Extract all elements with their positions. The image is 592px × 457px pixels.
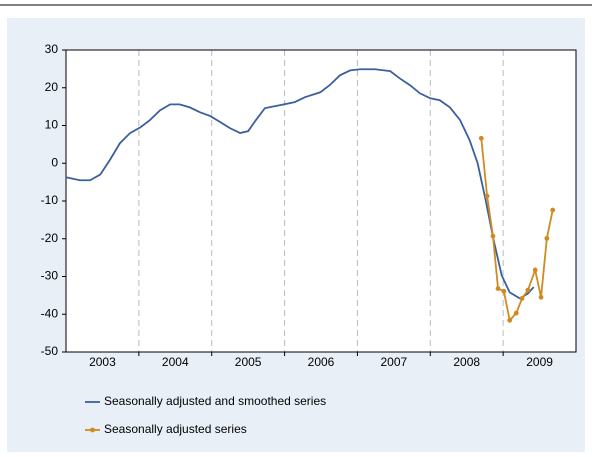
y-tick-label: -20 — [41, 231, 59, 245]
series-point — [513, 310, 519, 316]
series-point — [550, 207, 556, 213]
x-tick-label: 2006 — [308, 355, 335, 369]
series-point — [478, 135, 484, 141]
y-tick-label: 10 — [45, 118, 59, 132]
series-point — [538, 294, 544, 300]
plot-frame — [65, 49, 577, 353]
y-tick-label: 30 — [45, 42, 59, 56]
y-tick-label: 20 — [45, 80, 59, 94]
legend-marker — [90, 427, 95, 433]
series-point — [495, 286, 501, 291]
x-tick-label: 2008 — [453, 355, 480, 369]
x-tick-label: 2005 — [235, 355, 262, 369]
x-tick-label: 2003 — [89, 355, 116, 369]
legend-label: Seasonally adjusted and smoothed series — [104, 394, 326, 408]
x-tick-label: 2007 — [381, 355, 408, 369]
series-point — [532, 267, 538, 273]
y-tick-label: -50 — [41, 344, 59, 358]
y-tick-label: 0 — [51, 155, 58, 169]
series-point — [501, 288, 507, 294]
series-point — [519, 295, 525, 301]
legend-label: Seasonally adjusted series — [104, 422, 247, 436]
x-tick-label: 2009 — [526, 355, 553, 369]
series-point — [525, 287, 531, 293]
series-point — [484, 193, 490, 199]
x-tick-label: 2004 — [162, 355, 189, 369]
series-point — [507, 317, 513, 323]
series-point — [544, 235, 550, 241]
y-tick-label: -40 — [41, 306, 59, 320]
plot-area — [66, 50, 576, 352]
series-line — [65, 68, 535, 300]
y-tick-label: -10 — [41, 193, 59, 207]
y-tick-label: -30 — [41, 269, 59, 283]
series-point — [490, 233, 496, 239]
